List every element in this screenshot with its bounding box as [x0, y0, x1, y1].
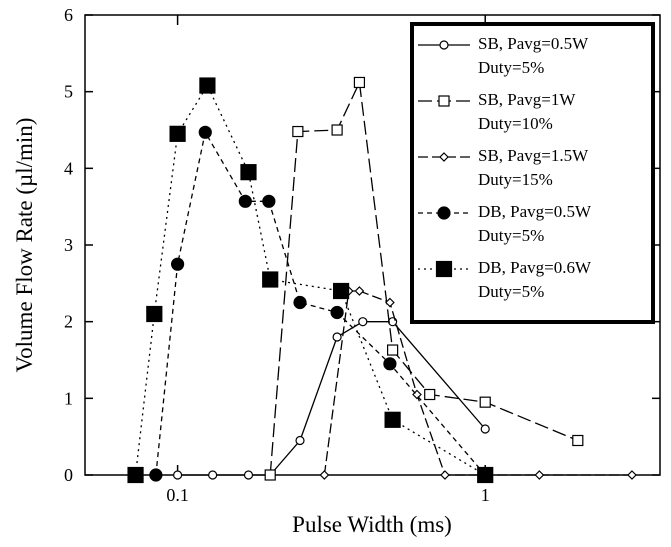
marker	[353, 76, 366, 89]
marker	[572, 434, 584, 447]
marker	[149, 468, 163, 482]
legend-entry: SB, Pavg=1.5W Duty=15%	[414, 144, 651, 200]
legend-swatch	[418, 206, 470, 220]
legend-label: SB, Pavg=0.5W Duty=5%	[478, 34, 589, 77]
marker	[439, 152, 449, 162]
legend-entry: DB, Pavg=0.6W Duty=5%	[414, 256, 651, 312]
marker	[332, 332, 342, 342]
x-tick-label: 1	[481, 485, 490, 505]
marker	[480, 424, 490, 434]
marker	[208, 470, 218, 480]
marker	[385, 297, 395, 308]
y-tick-label: 0	[64, 465, 73, 485]
marker	[627, 470, 637, 480]
legend-swatch	[418, 40, 470, 50]
marker	[127, 466, 144, 484]
marker	[293, 295, 307, 310]
marker	[438, 95, 450, 107]
legend-label: SB, Pavg=1W Duty=10%	[478, 90, 576, 133]
marker	[264, 469, 276, 481]
y-tick-label: 1	[64, 388, 73, 408]
legend-entry: SB, Pavg=0.5W Duty=5%	[414, 32, 651, 88]
series-line	[134, 84, 486, 476]
y-tick-label: 3	[64, 235, 73, 255]
y-tick-label: 2	[64, 312, 73, 332]
series-line	[177, 321, 486, 476]
legend-entry: SB, Pavg=1W Duty=10%	[414, 88, 651, 144]
x-axis-label: Pulse Width (ms)	[292, 512, 452, 537]
marker	[240, 164, 257, 181]
y-axis-label: Volume Flow Rate (µl/min)	[12, 118, 37, 373]
legend-swatch	[418, 95, 470, 107]
series-line	[269, 80, 579, 476]
marker	[243, 470, 254, 480]
legend-label: DB, Pavg=0.5W Duty=5%	[478, 202, 591, 245]
marker	[146, 305, 163, 323]
marker	[332, 282, 350, 300]
marker	[424, 388, 436, 401]
marker	[384, 411, 401, 428]
legend-label: SB, Pavg=1.5W Duty=15%	[478, 146, 589, 189]
marker	[439, 40, 449, 50]
marker	[534, 470, 545, 480]
marker	[262, 194, 276, 208]
x-tick-label: 0.1	[166, 485, 189, 505]
y-tick-label: 4	[64, 158, 73, 178]
marker	[435, 260, 453, 278]
marker	[198, 125, 212, 139]
marker	[173, 470, 183, 480]
marker	[354, 286, 365, 296]
marker	[199, 77, 216, 94]
marker	[262, 271, 279, 288]
y-tick-label: 6	[64, 5, 73, 25]
marker	[330, 305, 344, 320]
marker	[383, 357, 397, 371]
legend-label: DB, Pavg=0.6W Duty=5%	[478, 258, 591, 301]
marker	[169, 125, 186, 142]
legend-swatch	[418, 260, 470, 278]
marker	[387, 344, 399, 356]
marker	[319, 470, 330, 480]
legend: SB, Pavg=0.5W Duty=5% SB, Pavg=1W Duty=10…	[410, 22, 655, 324]
marker	[238, 194, 252, 208]
marker	[331, 124, 343, 136]
marker	[479, 396, 491, 408]
marker	[358, 317, 368, 327]
legend-swatch	[418, 152, 470, 162]
marker	[388, 317, 398, 327]
marker	[477, 466, 494, 484]
marker	[437, 206, 451, 220]
marker	[171, 257, 185, 271]
marker	[440, 470, 450, 480]
legend-entry: DB, Pavg=0.5W Duty=5%	[414, 200, 651, 256]
marker	[292, 125, 304, 138]
y-tick-label: 5	[64, 82, 73, 102]
marker	[295, 435, 305, 446]
